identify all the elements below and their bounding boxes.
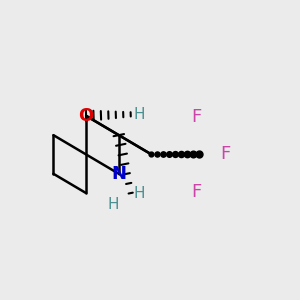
Text: F: F xyxy=(191,183,201,201)
Text: F: F xyxy=(221,146,231,164)
Text: H: H xyxy=(107,197,118,212)
Text: H: H xyxy=(134,107,145,122)
Text: N: N xyxy=(111,165,126,183)
Text: F: F xyxy=(191,108,201,126)
Text: O: O xyxy=(79,107,94,125)
Text: H: H xyxy=(134,186,145,201)
